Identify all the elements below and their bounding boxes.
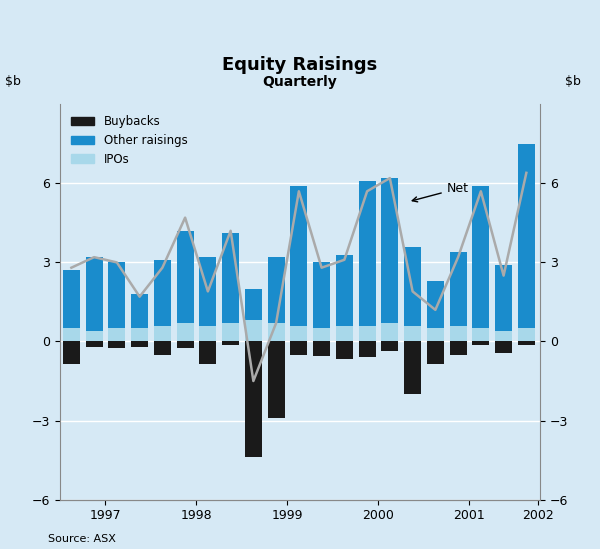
Bar xyxy=(495,331,512,341)
Legend: Buybacks, Other raisings, IPOs: Buybacks, Other raisings, IPOs xyxy=(66,110,192,170)
Bar xyxy=(245,341,262,457)
Bar xyxy=(222,341,239,345)
Bar xyxy=(154,326,171,341)
Bar xyxy=(472,341,490,345)
Bar xyxy=(427,281,444,328)
Bar xyxy=(176,341,194,348)
Bar xyxy=(313,328,330,341)
Bar xyxy=(290,341,307,355)
Bar xyxy=(63,328,80,341)
Bar xyxy=(268,257,284,323)
Bar xyxy=(404,326,421,341)
Bar xyxy=(359,341,376,357)
Bar xyxy=(86,341,103,347)
Bar xyxy=(427,341,444,364)
Bar xyxy=(382,323,398,341)
Bar xyxy=(63,341,80,364)
Bar xyxy=(449,341,467,355)
Bar xyxy=(427,328,444,341)
Bar xyxy=(449,326,467,341)
Bar xyxy=(313,341,330,356)
Bar xyxy=(518,144,535,328)
Bar xyxy=(290,186,307,326)
Bar xyxy=(222,323,239,341)
Bar xyxy=(109,328,125,341)
Bar xyxy=(404,247,421,326)
Bar xyxy=(336,341,353,358)
Text: Net: Net xyxy=(412,182,469,202)
Bar xyxy=(495,341,512,354)
Bar xyxy=(176,231,194,323)
Bar xyxy=(109,341,125,348)
Bar xyxy=(472,328,490,341)
Bar xyxy=(359,181,376,326)
Bar xyxy=(245,289,262,321)
Bar xyxy=(63,270,80,328)
Bar xyxy=(245,321,262,341)
Bar xyxy=(313,262,330,328)
Bar xyxy=(518,328,535,341)
Bar xyxy=(518,341,535,345)
Bar xyxy=(154,341,171,355)
Bar xyxy=(199,341,217,364)
Bar xyxy=(382,178,398,323)
Bar xyxy=(131,294,148,328)
Bar xyxy=(359,326,376,341)
Bar xyxy=(199,326,217,341)
Bar xyxy=(154,260,171,326)
Bar xyxy=(131,328,148,341)
Bar xyxy=(222,233,239,323)
Bar xyxy=(131,341,148,347)
Text: Quarterly: Quarterly xyxy=(263,75,337,89)
Bar xyxy=(199,257,217,326)
Bar xyxy=(382,341,398,351)
Bar xyxy=(336,255,353,326)
Bar xyxy=(176,323,194,341)
Bar xyxy=(449,252,467,326)
Bar xyxy=(336,326,353,341)
Text: $b: $b xyxy=(565,76,581,88)
Bar xyxy=(86,257,103,331)
Bar xyxy=(495,265,512,331)
Bar xyxy=(404,341,421,394)
Bar xyxy=(290,326,307,341)
Bar xyxy=(109,262,125,328)
Bar xyxy=(268,323,284,341)
Text: Source: ASX: Source: ASX xyxy=(48,534,116,544)
Text: $b: $b xyxy=(5,76,20,88)
Text: Equity Raisings: Equity Raisings xyxy=(223,56,377,74)
Bar xyxy=(472,186,490,328)
Bar xyxy=(86,331,103,341)
Bar xyxy=(268,341,284,418)
